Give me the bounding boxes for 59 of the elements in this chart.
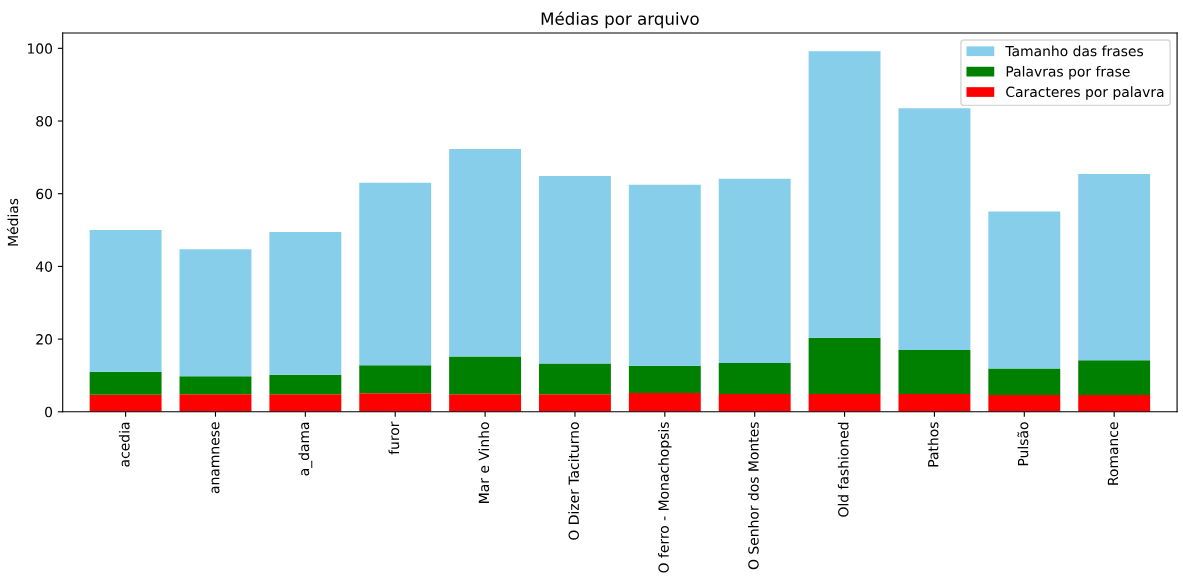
bar [539, 363, 611, 395]
legend-label: Palavras por frase [1006, 65, 1130, 80]
x-tick-label: Mar e Vinho [478, 422, 490, 503]
x-tick-label: O ferro - Monachopsis [658, 422, 672, 573]
bar [269, 374, 342, 395]
legend-label: Tamanho das frases [1005, 45, 1144, 57]
bar [718, 363, 791, 394]
bar [89, 230, 162, 372]
x-tick-label: furor [388, 421, 400, 455]
bar [628, 365, 701, 393]
bar [179, 376, 252, 395]
x-tick-label: O Senhor dos Montes [747, 422, 759, 570]
bar [988, 368, 1061, 396]
y-tick-label: 0 [45, 406, 53, 418]
bar [628, 392, 701, 412]
x-tick-label: Pulsão [1017, 422, 1029, 466]
y-axis-title: Médias [6, 198, 19, 246]
y-tick-label: 40 [35, 261, 53, 272]
chart-title: Médias por arquivo [541, 11, 699, 29]
x-tick-label: acedia [118, 422, 130, 467]
bar [808, 393, 881, 412]
bar [89, 394, 162, 412]
y-tick-label: 20 [36, 334, 53, 345]
bar [539, 394, 611, 412]
bar [269, 231, 342, 375]
bar [539, 175, 611, 364]
bar [359, 365, 432, 394]
bar [179, 249, 252, 377]
x-tick-label: Old fashioned [837, 422, 849, 517]
bar [718, 393, 791, 412]
legend-label: Caracteres por palavra [1006, 86, 1164, 100]
x-tick-label: Romance [1107, 422, 1119, 485]
y-tick-label: 60 [36, 188, 53, 200]
x-tick-label: Pathos [927, 422, 939, 467]
bar [89, 371, 162, 395]
bar [808, 337, 881, 394]
bar [449, 356, 522, 395]
bar [898, 393, 971, 412]
bar [808, 51, 881, 338]
bar [988, 211, 1061, 369]
bar [898, 108, 971, 351]
bar [1078, 395, 1151, 412]
bar [179, 394, 252, 412]
bar [1078, 174, 1151, 361]
bar [359, 393, 432, 412]
y-tick-label: 80 [36, 115, 53, 127]
bar [898, 350, 971, 394]
bar [449, 394, 522, 412]
bar [449, 149, 522, 357]
bar [359, 182, 432, 366]
bar [1078, 360, 1151, 396]
y-tick-label: 100 [27, 43, 53, 54]
bar [628, 184, 701, 366]
bar [269, 394, 342, 412]
x-tick-label: O Dizer Taciturno [568, 422, 579, 540]
bar [718, 178, 791, 364]
bar [988, 395, 1061, 412]
x-tick-label: anamnese [211, 422, 220, 494]
x-tick-label: a_dama [298, 422, 313, 476]
